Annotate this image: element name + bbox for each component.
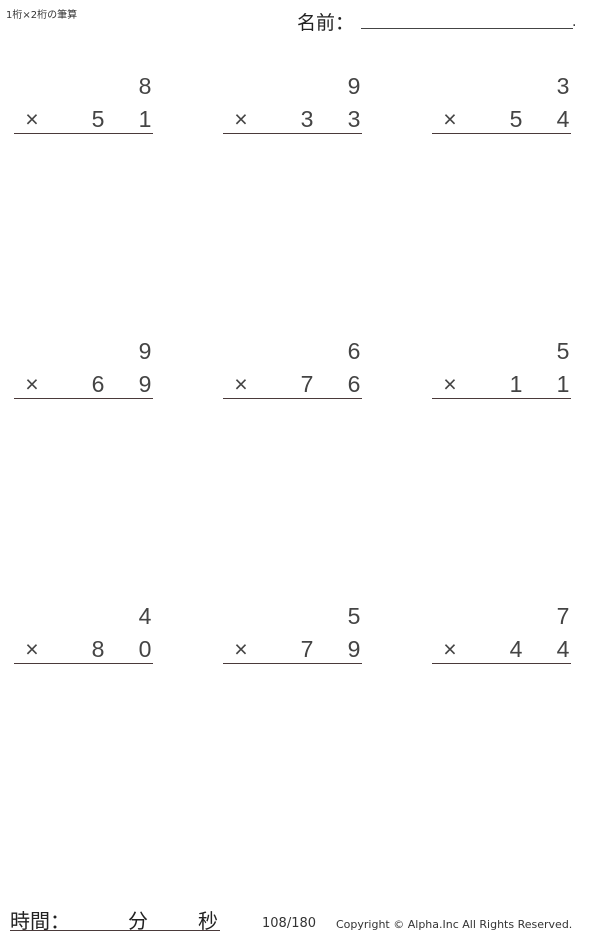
problem: 5 × 1 1: [432, 338, 571, 399]
time-label: 時間：: [10, 909, 70, 933]
problem: 9 × 3 3: [223, 73, 362, 134]
multiplier-ones: 4: [556, 636, 570, 662]
multiply-sign: ×: [234, 636, 248, 662]
multiplier-tens: 6: [91, 371, 105, 397]
multiply-sign: ×: [25, 106, 39, 132]
problem: 9 × 6 9: [14, 338, 153, 399]
multiply-sign: ×: [234, 106, 248, 132]
multiply-sign: ×: [443, 636, 457, 662]
time-field[interactable]: 時間： 分 秒: [10, 905, 220, 933]
answer-line: [223, 133, 362, 134]
multiplicand: 8: [138, 73, 152, 99]
multiplier-ones: 0: [138, 636, 152, 662]
multiply-sign: ×: [234, 371, 248, 397]
multiplier-tens: 7: [300, 371, 314, 397]
multiplier-ones: 9: [138, 371, 152, 397]
multiplicand: 9: [138, 338, 152, 364]
answer-line: [14, 398, 153, 399]
multiplier-tens: 3: [300, 106, 314, 132]
page-number: 108/180: [262, 916, 317, 931]
multiply-sign: ×: [443, 106, 457, 132]
worksheet-title: 1桁×2桁の筆算: [6, 10, 78, 21]
problem: 7 × 4 4: [432, 603, 571, 664]
multiplicand: 5: [347, 603, 361, 629]
answer-line: [432, 133, 571, 134]
name-field[interactable]: [361, 28, 573, 29]
problem: 3 × 5 4: [432, 73, 571, 134]
multiplier-ones: 9: [347, 636, 361, 662]
multiplier-tens: 8: [91, 636, 105, 662]
minutes-label: 分: [128, 909, 148, 933]
multiplicand: 5: [556, 338, 570, 364]
seconds-label: 秒: [198, 909, 218, 933]
copyright: Copyright © Alpha.Inc All Rights Reserve…: [336, 918, 573, 931]
multiplicand: 3: [556, 73, 570, 99]
multiplier-tens: 1: [509, 371, 523, 397]
multiply-sign: ×: [25, 636, 39, 662]
name-end-mark: .: [572, 14, 577, 30]
problem: 4 × 8 0: [14, 603, 153, 664]
answer-line: [432, 398, 571, 399]
answer-line: [223, 663, 362, 664]
multiplier-ones: 1: [138, 106, 152, 132]
problem: 8 × 5 1: [14, 73, 153, 134]
answer-line: [14, 133, 153, 134]
name-label: 名前：: [297, 12, 355, 34]
answer-line: [14, 663, 153, 664]
multiplicand: 6: [347, 338, 361, 364]
multiplier-ones: 1: [556, 371, 570, 397]
multiplier-ones: 4: [556, 106, 570, 132]
multiplier-tens: 5: [509, 106, 523, 132]
multiplier-ones: 6: [347, 371, 361, 397]
multiply-sign: ×: [25, 371, 39, 397]
multiplier-tens: 4: [509, 636, 523, 662]
answer-line: [432, 663, 571, 664]
multiplicand: 7: [556, 603, 570, 629]
multiplicand: 4: [138, 603, 152, 629]
problem: 5 × 7 9: [223, 603, 362, 664]
multiply-sign: ×: [443, 371, 457, 397]
multiplier-ones: 3: [347, 106, 361, 132]
multiplier-tens: 5: [91, 106, 105, 132]
multiplicand: 9: [347, 73, 361, 99]
answer-line: [223, 398, 362, 399]
problem: 6 × 7 6: [223, 338, 362, 399]
multiplier-tens: 7: [300, 636, 314, 662]
